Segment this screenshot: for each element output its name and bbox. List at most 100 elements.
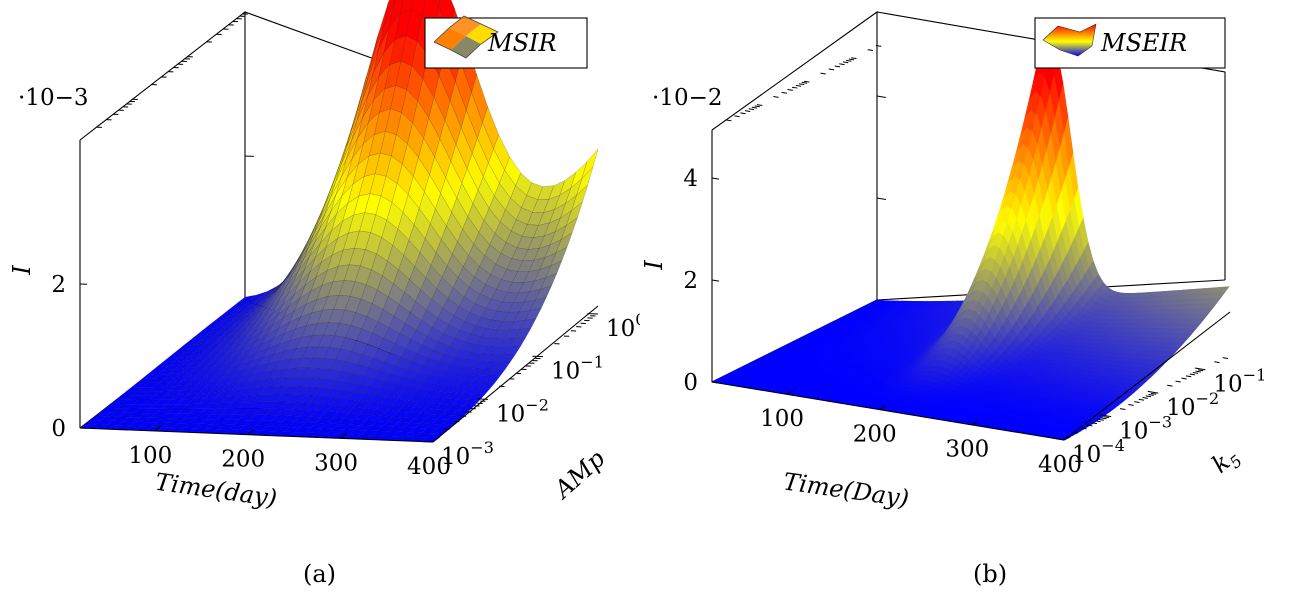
chart-a-legend-swatch — [433, 15, 499, 59]
y-minor-tick — [1087, 424, 1093, 427]
back-minor-tick — [839, 63, 845, 66]
x-tick-label: 300 — [945, 437, 989, 463]
z-back-tick — [876, 197, 886, 200]
z-tick-label: 2 — [683, 268, 698, 294]
surface-patch — [519, 318, 537, 330]
chart-a-ylabel: AMp — [548, 444, 611, 504]
y-minor-tick — [1134, 401, 1140, 403]
y-minor-tick — [1214, 361, 1220, 364]
surface-patch — [534, 285, 553, 301]
chart-b-ticks — [711, 177, 1229, 441]
x-tick — [1063, 436, 1071, 441]
x-tick — [339, 432, 348, 439]
z-tick — [711, 177, 720, 180]
back-minor-tick — [820, 72, 826, 75]
back-minor-tick — [754, 105, 760, 108]
y-tick-label: 100 — [606, 310, 640, 342]
x-tick — [154, 425, 162, 432]
surface-patch — [410, 0, 426, 17]
back-minor-tick — [798, 83, 805, 86]
surface-patch — [529, 296, 547, 311]
y-minor-tick — [1167, 384, 1173, 387]
x-tick-label: 200 — [221, 447, 265, 473]
caption-a: (a) — [303, 560, 337, 588]
surface-patch — [514, 327, 532, 339]
back-minor-tick — [851, 57, 857, 60]
chart-b-legend-label: MSEIR — [1100, 29, 1187, 57]
back-minor-tick — [804, 80, 810, 83]
z-tick — [711, 381, 720, 384]
y-minor-tick — [1119, 408, 1126, 411]
back-minor-tick — [792, 86, 798, 89]
back-minor-tick — [756, 104, 763, 107]
chart-b-surface — [711, 32, 1230, 441]
surface-patch — [483, 375, 501, 383]
x-tick — [785, 390, 793, 395]
y-tick-label: 10−1 — [551, 353, 604, 385]
surface-patch — [560, 217, 578, 241]
y-minor-tick — [1091, 422, 1098, 425]
y-minor-tick — [1181, 377, 1187, 380]
surface-patch — [581, 148, 599, 179]
z-tick-label: 0 — [683, 370, 698, 396]
back-minor-tick — [842, 61, 849, 64]
x-tick — [878, 405, 886, 410]
surface-patch — [509, 337, 527, 347]
surface-patch — [388, 0, 404, 29]
x-tick — [971, 421, 979, 426]
y-minor-tick — [1148, 394, 1154, 396]
back-minor-tick — [787, 88, 793, 91]
back-minor-tick — [751, 106, 758, 109]
chart-a-z-multiplier: ·10−3 — [18, 85, 88, 111]
y-minor-tick — [1150, 392, 1157, 395]
y-tick — [1100, 414, 1112, 418]
z-tick-label: 2 — [51, 272, 66, 298]
y-tick-label: 10−4 — [1072, 436, 1125, 468]
x-tick-label: 100 — [128, 443, 172, 469]
y-tick-label: 10−3 — [441, 438, 494, 470]
chart-a-legend: MSIR — [424, 15, 588, 69]
back-minor-tick — [748, 108, 755, 111]
back-minor-tick — [801, 81, 808, 84]
back-minor-tick — [795, 84, 802, 87]
chart-b-xlabel: Time(Day) — [782, 467, 911, 512]
chart-a-back-ticks — [96, 13, 254, 301]
y-minor-tick — [1189, 373, 1196, 376]
y-tick — [1147, 390, 1159, 394]
y-minor-tick — [1101, 417, 1107, 420]
chart-a-surface — [79, 0, 599, 443]
chart-a-legend-label: MSIR — [487, 29, 557, 57]
z-back-tick — [876, 95, 886, 98]
chart-a-ticks — [79, 283, 599, 443]
back-minor-tick — [875, 45, 882, 47]
y-tick — [1194, 367, 1206, 371]
surface-patch — [524, 307, 542, 321]
y-minor-tick — [1138, 398, 1145, 401]
surface-patch — [394, 0, 397, 3]
back-minor-tick — [846, 59, 852, 62]
surface-patch — [570, 184, 589, 212]
chart-b-zlabel: I — [640, 260, 668, 271]
y-tick-label: 10−2 — [1166, 389, 1219, 421]
chart-a-xlabel: Time(day) — [153, 468, 278, 513]
y-minor-tick — [1195, 370, 1201, 373]
y-minor-tick — [1098, 418, 1104, 421]
back-minor-tick — [867, 49, 873, 52]
y-minor-tick — [1095, 420, 1101, 423]
x-tick-label: 100 — [760, 406, 804, 432]
chart-b-z-multiplier: ·10−2 — [652, 85, 722, 111]
y-minor-tick — [1192, 371, 1199, 374]
chart-a-zlabel: I — [8, 265, 36, 276]
y-tick-label: 10−2 — [496, 395, 549, 427]
back-minor-tick — [773, 96, 779, 98]
back-minor-tick — [781, 91, 787, 94]
back-minor-tick — [834, 65, 841, 68]
y-minor-tick — [1128, 404, 1134, 406]
chart-b-back-ticks — [726, 45, 886, 302]
y-minor-tick — [1175, 380, 1181, 383]
y-minor-tick — [1081, 427, 1087, 430]
surface-patch — [555, 232, 573, 254]
y-tick-label: 10−1 — [1213, 366, 1266, 398]
y-tick-label: 10−3 — [1119, 413, 1172, 445]
